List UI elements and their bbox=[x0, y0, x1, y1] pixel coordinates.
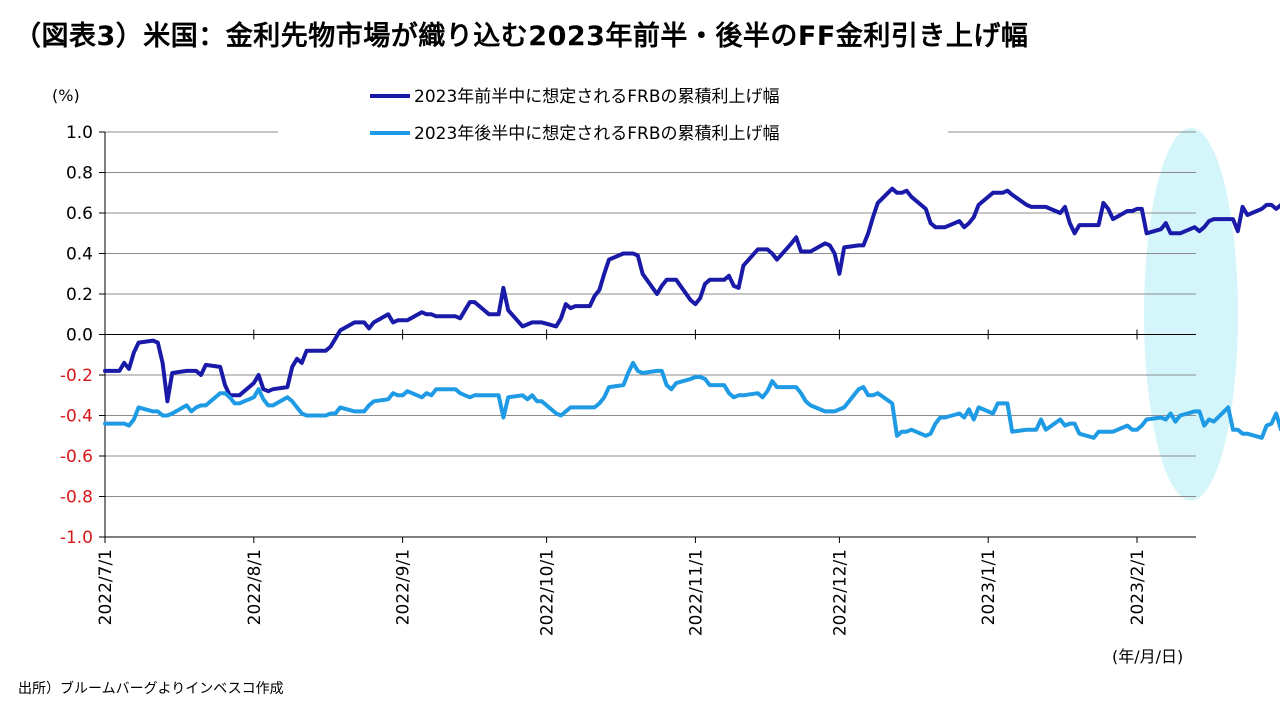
y-tick-label: -0.2 bbox=[60, 366, 93, 386]
x-axis-unit-label: (年/月/日) bbox=[1112, 647, 1183, 666]
series-line-1 bbox=[103, 186, 1280, 404]
legend-layer: 2023年前半中に想定されるFRBの累積利上げ幅 2023年後半中に想定されるFR… bbox=[278, 87, 948, 144]
x-tick-label: 2022/12/1 bbox=[830, 549, 850, 636]
x-tick-label: 2022/10/1 bbox=[538, 549, 558, 636]
y-tick-label: 0.8 bbox=[66, 164, 93, 184]
highlight-layer bbox=[1144, 127, 1238, 501]
y-tick-label: -1.0 bbox=[60, 528, 93, 548]
x-tick-label: 2023/1/1 bbox=[979, 549, 999, 625]
y-tick-label: -0.6 bbox=[60, 447, 93, 467]
series-line-2 bbox=[103, 360, 1280, 440]
series-layer bbox=[103, 186, 1280, 440]
grid-layer bbox=[105, 131, 1196, 497]
y-tick-label: 0.6 bbox=[66, 204, 93, 224]
y-tick-label: 0.0 bbox=[66, 326, 93, 346]
x-tick-label: 2022/8/1 bbox=[245, 549, 265, 625]
axis-layer: 1.00.80.60.40.20.0-0.2-0.4-0.6-0.8-1.020… bbox=[60, 123, 1196, 636]
source-note: 出所）ブルームバーグよりインベスコ作成 bbox=[18, 681, 284, 697]
y-tick-label: -0.4 bbox=[60, 407, 93, 427]
x-tick-label: 2022/7/1 bbox=[96, 549, 116, 625]
chart-title: （図表3）米国：金利先物市場が織り込む2023年前半・後半のFF金利引き上げ幅 bbox=[14, 21, 1029, 52]
y-axis-unit-label: (%) bbox=[52, 86, 80, 105]
y-tick-label: 0.4 bbox=[66, 245, 93, 265]
y-tick-label: 0.2 bbox=[66, 285, 93, 305]
y-tick-label: -0.8 bbox=[60, 488, 93, 508]
legend-label: 2023年後半中に想定されるFRBの累積利上げ幅 bbox=[414, 124, 780, 144]
x-tick-label: 2023/2/1 bbox=[1128, 549, 1148, 625]
highlight-ellipse bbox=[1144, 127, 1238, 501]
x-tick-label: 2022/11/1 bbox=[686, 549, 706, 636]
x-tick-label: 2022/9/1 bbox=[394, 549, 414, 625]
y-tick-label: 1.0 bbox=[66, 123, 93, 143]
legend-label: 2023年前半中に想定されるFRBの累積利上げ幅 bbox=[414, 87, 780, 107]
